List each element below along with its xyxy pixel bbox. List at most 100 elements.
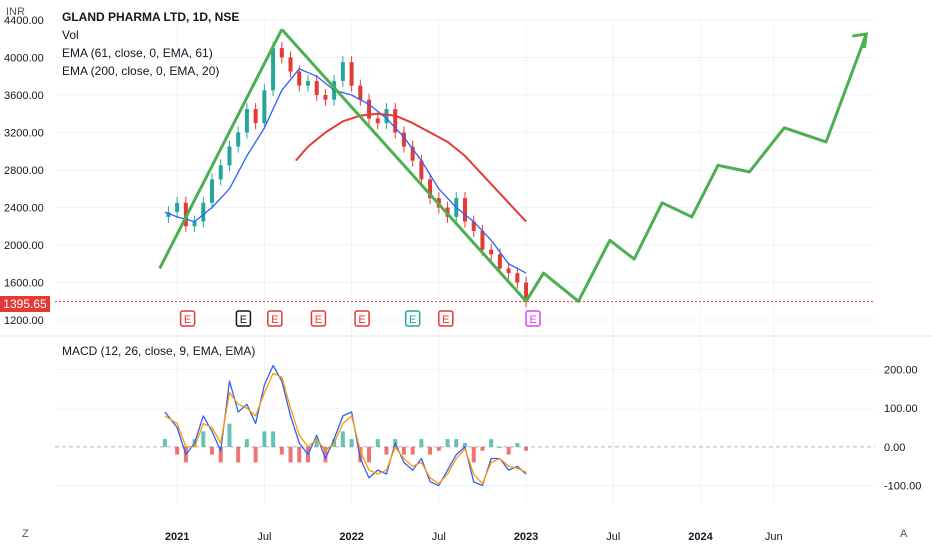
price-candle [175, 202, 180, 213]
price-candle [375, 118, 380, 124]
price-candle [244, 109, 249, 133]
price-tick-label: 4400.00 [4, 15, 44, 27]
earnings-marker-label: E [240, 314, 247, 326]
macd-histogram-bar [175, 446, 180, 455]
price-tick-label: 3600.00 [4, 90, 44, 102]
earnings-marker [179, 310, 196, 327]
earnings-marker [235, 310, 252, 327]
price-candle [210, 179, 215, 203]
earnings-marker [310, 310, 327, 327]
macd-histogram-bar [271, 431, 276, 447]
currency-label: INR [6, 6, 25, 18]
price-candle [236, 132, 241, 147]
macd-legend[interactable]: MACD (12, 26, close, 9, EMA, EMA) [62, 344, 256, 358]
macd-histogram-bar [244, 439, 249, 447]
macd-histogram-bar [489, 439, 494, 447]
price-candle [489, 249, 494, 255]
macd-tick-label: 0.00 [884, 442, 905, 454]
earnings-marker-label: E [409, 314, 416, 326]
macd-histogram-bar [419, 439, 424, 447]
last-price-badge: 1395.65 [0, 296, 50, 312]
price-candle [393, 109, 398, 133]
trendline [280, 28, 528, 303]
macd-histogram-bar [288, 446, 293, 463]
time-tick-label: 2023 [514, 531, 538, 543]
symbol-title[interactable]: GLAND PHARMA LTD, 1D, NSE [62, 10, 240, 24]
macd-histogram-bar [524, 446, 529, 451]
signal-line [164, 372, 527, 485]
projection-path [524, 33, 868, 303]
price-candle [358, 85, 363, 100]
macd-histogram-bar [340, 431, 345, 447]
earnings-marker-label: E [529, 314, 536, 326]
macd-tick-label: -100.00 [884, 481, 921, 493]
price-candle [305, 80, 310, 86]
earnings-marker [404, 310, 421, 327]
trendline [158, 28, 284, 270]
legend: GLAND PHARMA LTD, 1D, NSE Vol EMA (61, c… [62, 8, 239, 80]
price-candle [192, 221, 197, 227]
price-tick-label: 2800.00 [4, 165, 44, 177]
price-candle [288, 57, 293, 72]
macd-histogram-bar [428, 446, 433, 455]
price-tick-label: 3200.00 [4, 128, 44, 140]
price-candle [367, 99, 372, 119]
price-tick-label: 4000.00 [4, 53, 44, 65]
macd-histogram-bar [384, 446, 389, 455]
earnings-marker [267, 310, 283, 327]
price-candle [471, 221, 476, 231]
macd-histogram-bar [358, 446, 363, 463]
ema200-legend[interactable]: EMA (200, close, 0, EMA, 20) [62, 64, 220, 78]
auto-scale-icon[interactable]: A [900, 528, 908, 540]
macd-tick-label: 100.00 [884, 403, 918, 415]
ema61-line [164, 68, 527, 274]
earnings-marker-label: E [271, 314, 278, 326]
time-tick-label: Jul [432, 531, 446, 543]
time-tick-label: Jun [765, 531, 783, 543]
earnings-marker-label: E [315, 314, 322, 326]
macd-histogram-bar [367, 446, 372, 463]
price-candle [262, 90, 267, 124]
macd-histogram-bar [515, 443, 520, 447]
time-tick-label: 2022 [339, 531, 363, 543]
macd-histogram-bar [463, 443, 467, 447]
price-tick-label: 2400.00 [4, 203, 44, 215]
macd-histogram-bar [279, 446, 284, 455]
timezone-toggle-icon[interactable]: Z [22, 528, 29, 540]
macd-histogram-bar [454, 439, 459, 447]
earnings-marker [525, 310, 541, 327]
macd-histogram-bar [401, 446, 406, 455]
macd-histogram-bar [445, 439, 450, 447]
macd-histogram-bar [375, 439, 380, 447]
macd-histogram-bar [471, 446, 476, 463]
time-tick-label: Jul [257, 531, 271, 543]
price-tick-label: 2000.00 [4, 240, 44, 252]
price-candle [227, 146, 232, 166]
price-candle [314, 80, 319, 95]
price-candle [419, 160, 424, 180]
macd-histogram-bar [201, 431, 206, 447]
macd-histogram-bar [349, 439, 354, 447]
price-candle [271, 48, 276, 91]
price-candle [201, 202, 206, 222]
earnings-marker [354, 310, 370, 327]
price-tick-label: 1600.00 [4, 278, 44, 290]
macd-histogram-bar [236, 446, 241, 463]
macd-histogram-bar [297, 446, 302, 463]
ema61-legend[interactable]: EMA (61, close, 0, EMA, 61) [62, 46, 213, 60]
price-candle [515, 273, 520, 283]
macd-tick-label: 200.00 [884, 364, 918, 376]
projection-arrowhead [852, 32, 869, 49]
volume-legend[interactable]: Vol [62, 28, 79, 42]
macd-histogram-bar [497, 446, 502, 448]
earnings-marker [438, 310, 454, 327]
price-candle [463, 198, 467, 222]
time-tick-label: 2021 [165, 531, 189, 543]
price-candle [506, 268, 511, 274]
macd-histogram-bar [262, 431, 267, 447]
price-candle [340, 62, 345, 81]
macd-histogram-bar [410, 446, 415, 455]
price-candle [384, 109, 389, 124]
